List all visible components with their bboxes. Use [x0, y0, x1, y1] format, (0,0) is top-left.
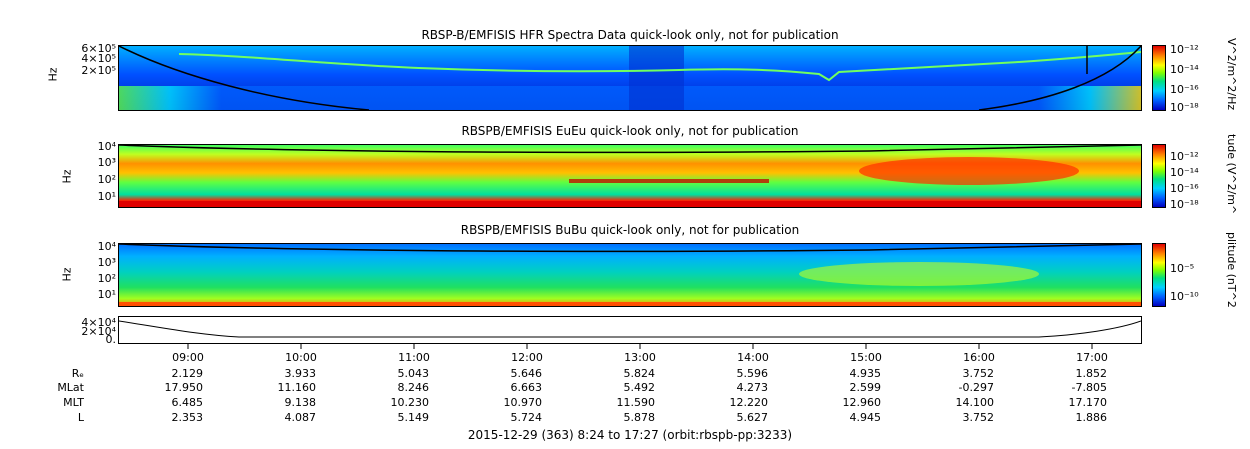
- ephemeris-value: 17.170: [1068, 396, 1108, 409]
- ephemeris-value: 11.590: [616, 396, 656, 409]
- panel2-cbtick: 10⁻¹⁶: [1170, 182, 1199, 195]
- ephemeris-value: 10.230: [390, 396, 430, 409]
- ephemeris-value: 3.752: [962, 411, 995, 424]
- ephemeris-value: 11.160: [277, 381, 317, 394]
- ephemeris-value: 1.852: [1075, 367, 1108, 380]
- time-label: 17:00: [1076, 351, 1108, 364]
- ephemeris-value: 8.246: [397, 381, 430, 394]
- ephemeris-value: 5.627: [736, 411, 769, 424]
- panel2-ytick: 10³: [97, 156, 116, 169]
- ephemeris-value: 5.646: [510, 367, 543, 380]
- panel4-ytick: 4×10⁴: [81, 316, 116, 329]
- panel3-title: RBSPB/EMFISIS BuBu quick-look only, not …: [460, 223, 800, 237]
- ephemeris-value: 6.663: [510, 381, 543, 394]
- time-axis-ticks: [187, 343, 1093, 349]
- ephemeris-value: 12.960: [842, 396, 882, 409]
- panel2-ytick: 10²: [97, 173, 116, 186]
- panel1-ytick: 2×10⁵: [81, 64, 116, 77]
- panel3-ytick: 10²: [97, 272, 116, 285]
- ephemeris-row-label: L: [77, 411, 84, 424]
- ephemeris-value: 5.149: [397, 411, 430, 424]
- panel4-line: [119, 320, 1141, 338]
- time-label: 12:00: [511, 351, 543, 364]
- ephemeris-value: 3.933: [284, 367, 317, 380]
- panel2-cbtick: 10⁻¹⁴: [1170, 166, 1199, 179]
- time-label: 10:00: [285, 351, 317, 364]
- panel2-cbtick: 10⁻¹²: [1170, 150, 1199, 163]
- panel3-heatmap: [119, 244, 1141, 306]
- ephemeris-value: 2.599: [849, 381, 882, 394]
- panel3-ytick: 10⁴: [97, 240, 116, 253]
- panel2-colorbar: [1152, 144, 1166, 208]
- ephemeris-value: 6.485: [171, 396, 204, 409]
- panel2-title: RBSPB/EMFISIS EuEu quick-look only, not …: [461, 124, 799, 138]
- panel1-ytick: 4×10⁵: [81, 52, 116, 65]
- time-label: 16:00: [963, 351, 995, 364]
- time-label: 11:00: [398, 351, 430, 364]
- ephemeris-value: 3.752: [962, 367, 995, 380]
- footer-time-range: 2015-12-29 (363) 8:24 to 17:27 (orbit:rb…: [467, 428, 793, 442]
- ephemeris-value: 4.945: [849, 411, 882, 424]
- panel3-cbtick: 10⁻¹⁰: [1170, 290, 1199, 303]
- ephemeris-value: 17.950: [164, 381, 204, 394]
- ephemeris-value: 5.043: [397, 367, 430, 380]
- panel1-title: RBSP-B/EMFISIS HFR Spectra Data quick-lo…: [421, 28, 839, 42]
- time-label: 14:00: [737, 351, 769, 364]
- panel2-spectrogram: [118, 144, 1142, 208]
- panel3-colorbar: [1152, 243, 1166, 307]
- panel2-ytick: 10⁴: [97, 140, 116, 153]
- ephemeris-value: 2.353: [171, 411, 204, 424]
- panel1-cbtick: 10⁻¹⁶: [1170, 83, 1199, 96]
- panel2-heatmap: [119, 145, 1141, 207]
- ephemeris-value: -0.297: [958, 381, 994, 394]
- ephemeris-value: 4.273: [736, 381, 769, 394]
- panel1-heatmap: [119, 46, 1141, 110]
- ephemeris-value: 5.824: [623, 367, 656, 380]
- ephemeris-value: 2.129: [171, 367, 204, 380]
- panel1-cbtick: 10⁻¹⁴: [1170, 63, 1199, 76]
- ephemeris-value: 1.886: [1075, 411, 1108, 424]
- ephemeris-row-label: Rₑ: [71, 367, 84, 380]
- time-label: 15:00: [850, 351, 882, 364]
- panel2-cblabel: tude (V^2/m^: [1225, 134, 1238, 215]
- panel1-spectrogram: [118, 45, 1142, 111]
- ephemeris-value: 5.878: [623, 411, 656, 424]
- ephemeris-value: 12.220: [729, 396, 769, 409]
- time-label: 09:00: [172, 351, 204, 364]
- panel4-ytick: 2×10⁴: [81, 325, 116, 338]
- ephemeris-value: 5.596: [736, 367, 769, 380]
- panel3-spectrogram: [118, 243, 1142, 307]
- ephemeris-value: 5.492: [623, 381, 656, 394]
- ephemeris-value: 4.087: [284, 411, 317, 424]
- ephemeris-value: 5.724: [510, 411, 543, 424]
- ephemeris-value: -7.805: [1071, 381, 1107, 394]
- ephemeris-value: 14.100: [955, 396, 995, 409]
- ephemeris-row-label: MLT: [63, 396, 84, 409]
- panel2-ytick: 10¹: [97, 190, 116, 203]
- panel3-cbtick: 10⁻⁵: [1170, 262, 1195, 275]
- panel4-line-plot: [118, 316, 1142, 344]
- ephemeris-row-label: MLat: [57, 381, 84, 394]
- ephemeris-value: 9.138: [284, 396, 317, 409]
- ephemeris-value: 10.970: [503, 396, 543, 409]
- panel3-ytick: 10³: [97, 256, 116, 269]
- panel1-cblabel: V^2/m^2/Hz: [1225, 38, 1238, 111]
- panel1-cbtick: 10⁻¹²: [1170, 43, 1199, 56]
- panel3-cblabel: plitude (nT^2: [1225, 232, 1238, 308]
- panel1-ylabel: Hz: [46, 67, 60, 82]
- time-label: 13:00: [624, 351, 656, 364]
- panel1-cbtick: 10⁻¹⁸: [1170, 101, 1199, 114]
- panel2-cbtick: 10⁻¹⁸: [1170, 198, 1199, 211]
- panel3-ytick: 10¹: [97, 288, 116, 301]
- ephemeris-value: 4.935: [849, 367, 882, 380]
- panel1-ytick: 6×10⁵: [81, 42, 116, 55]
- panel4-ytick: 0.: [105, 333, 117, 346]
- panel1-colorbar: [1152, 45, 1166, 111]
